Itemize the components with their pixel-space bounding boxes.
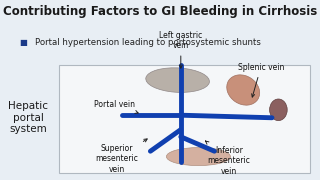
Ellipse shape — [166, 148, 230, 166]
Ellipse shape — [227, 75, 260, 105]
Ellipse shape — [146, 68, 209, 92]
Text: Superior
mesenteric
vein: Superior mesenteric vein — [95, 139, 147, 174]
Text: Portal hypertension leading to portosystemic shunts: Portal hypertension leading to portosyst… — [35, 38, 261, 47]
Text: Contributing Factors to GI Bleeding in Cirrhosis: Contributing Factors to GI Bleeding in C… — [3, 5, 317, 18]
Text: Hepatic
portal
system: Hepatic portal system — [8, 101, 48, 134]
Text: Splenic vein: Splenic vein — [238, 63, 284, 97]
Text: Left gastric
vein: Left gastric vein — [159, 31, 203, 68]
Text: Portal vein: Portal vein — [94, 100, 138, 113]
Text: Inferior
mesenteric
vein: Inferior mesenteric vein — [205, 141, 250, 176]
Bar — [59, 65, 310, 173]
Ellipse shape — [269, 99, 287, 121]
Text: ■: ■ — [19, 38, 27, 47]
